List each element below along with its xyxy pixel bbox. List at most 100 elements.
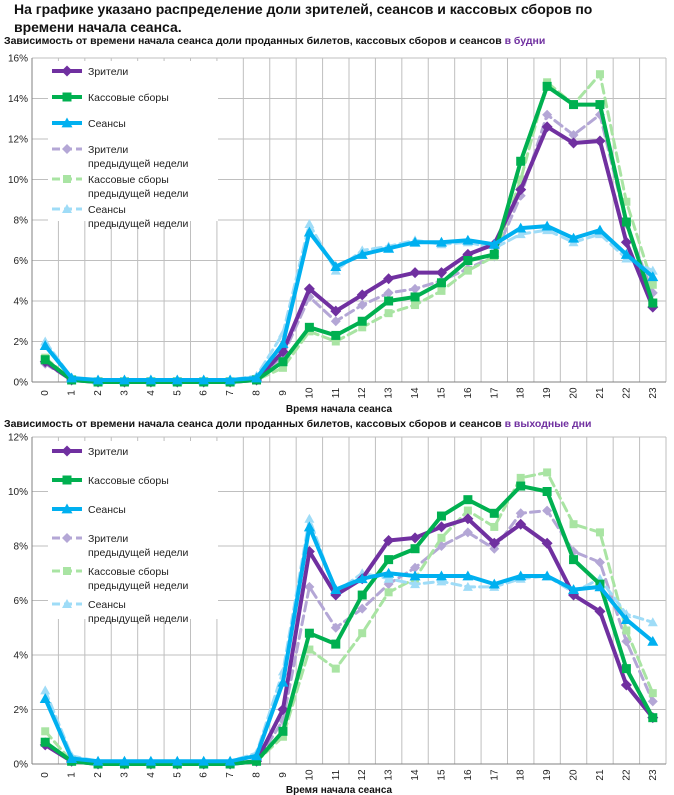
weekday-point-sessions: [356, 248, 368, 259]
page-title: На графике указано распределение доли зр…: [14, 1, 593, 35]
weekday-xtick-label: 23: [648, 387, 659, 399]
weekday-xtick-label: 21: [595, 387, 606, 399]
weekend-legend-label: Кассовые сборы предыдущей недели: [88, 566, 188, 592]
weekend-point-viewers_prev: [462, 527, 473, 538]
weekday-point-box_office_prev: [278, 363, 287, 372]
weekday-point-box_office: [489, 249, 499, 259]
weekday-point-viewers: [620, 236, 632, 248]
weekday-point-viewers: [383, 273, 395, 285]
weekend-point-viewers: [594, 605, 606, 617]
weekday-legend-marker: [62, 144, 72, 154]
weekend-point-viewers: [383, 535, 395, 547]
weekend-legend-marker: [63, 567, 71, 575]
weekend-point-box_office: [648, 713, 658, 723]
weekend-xtick-label: 7: [225, 772, 236, 778]
weekday-point-sessions: [515, 222, 527, 233]
weekend-ytick-label: 0%: [14, 760, 29, 771]
weekday-ytick-label: 10%: [8, 175, 28, 186]
weekend-point-viewers_prev: [594, 557, 605, 568]
weekend-point-viewers: [488, 537, 500, 549]
weekend-legend-marker: [61, 445, 73, 457]
weekday-xtick-label: 17: [489, 387, 500, 399]
weekend-point-viewers: [568, 589, 580, 601]
weekend-legend-marker: [62, 599, 72, 608]
weekend-point-sessions: [66, 753, 78, 763]
weekend-xtick-label: 9: [278, 772, 289, 778]
weekday-legend-label: Сеансы предыдущей недели: [88, 204, 188, 230]
weekday-chart: Зависимость от времени начала сеанса дол…: [4, 35, 667, 415]
weekend-point-sessions: [224, 755, 236, 766]
weekend-point-viewers: [462, 513, 474, 525]
weekday-xtick-label: 0: [40, 390, 51, 396]
weekday-point-box_office: [621, 217, 631, 227]
weekend-point-sessions: [568, 584, 580, 594]
weekday-point-sessions: [224, 374, 236, 385]
weekend-xtick-label: 3: [119, 772, 130, 778]
weekend-point-sessions: [383, 567, 395, 578]
weekday-point-sessions: [171, 374, 183, 385]
weekend-xtick-label: 17: [489, 769, 500, 781]
weekend-point-box_office_prev: [569, 520, 578, 529]
weekend-point-box_office: [621, 664, 631, 674]
weekend-point-box_office: [542, 487, 552, 496]
weekend-point-box_office_prev: [331, 664, 340, 673]
weekday-legend-item-box_office: Кассовые сборы: [52, 92, 169, 104]
weekday-xtick-label: 16: [463, 387, 474, 399]
weekday-point-viewers: [409, 267, 421, 279]
weekend-point-box_office: [252, 756, 262, 766]
weekend-point-box_office: [410, 544, 420, 554]
weekend-point-box_office_prev: [384, 588, 393, 597]
weekend-xtick-label: 21: [595, 769, 606, 781]
weekend-legend: Зрители Кассовые сборы Сеансы Зрители предыд…: [48, 441, 218, 625]
weekend-legend-label: Сеансы предыдущей недели: [88, 599, 188, 625]
weekend-chart: Зависимость от времени начала сеанса дол…: [4, 418, 667, 795]
weekend-point-sessions: [118, 755, 130, 766]
weekend-xtick-label: 5: [172, 772, 183, 778]
weekday-point-sessions: [251, 372, 263, 383]
weekend-xtick-label: 15: [436, 769, 447, 781]
weekend-legend-item-sessions: Сеансы: [52, 503, 126, 516]
weekday-legend-marker: [62, 204, 72, 213]
weekday-point-viewers: [303, 283, 315, 295]
weekend-xtick-label: 11: [331, 769, 342, 780]
weekend-xtick-label: 16: [463, 769, 474, 781]
weekday-xtick-label: 3: [119, 390, 130, 396]
weekday-point-sessions: [303, 226, 315, 237]
weekend-point-box_office_prev: [41, 727, 50, 736]
weekday-xtick-label: 9: [278, 390, 289, 396]
weekday-point-sessions: [39, 340, 51, 350]
weekday-point-sessions_prev: [304, 219, 315, 229]
weekend-point-box_office_prev: [278, 732, 287, 741]
weekday-point-box_office_prev: [437, 286, 446, 295]
weekend-point-viewers: [409, 532, 421, 544]
weekday-chart-title: Зависимость от времени начала сеанса дол…: [4, 35, 545, 47]
weekday-point-viewers: [515, 184, 527, 196]
weekday-legend-marker: [61, 65, 73, 77]
weekday-point-sessions: [462, 234, 474, 245]
weekend-point-viewers_prev: [410, 562, 421, 573]
weekday-point-sessions: [66, 372, 78, 383]
weekday-point-box_office: [516, 156, 526, 166]
weekday-point-box_office: [304, 322, 314, 332]
weekend-legend-item-box_office_prev: Кассовые сборы предыдущей недели: [52, 566, 188, 592]
weekday-point-sessions: [488, 238, 500, 249]
weekday-legend-item-viewers_prev: Зрители предыдущей недели: [52, 144, 188, 170]
weekday-xtick-label: 7: [225, 390, 236, 396]
weekend-point-sessions_prev: [436, 576, 447, 586]
weekend-point-sessions: [541, 570, 553, 581]
weekend-legend-bg: [48, 441, 218, 619]
weekday-legend-item-viewers: Зрители: [52, 65, 128, 78]
weekend-point-box_office_prev: [358, 629, 367, 638]
weekday-point-box_office_prev: [463, 266, 472, 275]
weekend-point-sessions: [330, 584, 342, 594]
weekend-xtick-label: 18: [516, 769, 527, 781]
weekday-point-viewers_prev: [383, 287, 394, 298]
weekend-legend-marker: [61, 503, 73, 514]
weekday-legend-marker: [63, 175, 71, 183]
weekday-point-sessions: [330, 261, 342, 271]
weekend-point-viewers: [435, 521, 447, 533]
weekend-point-sessions_prev: [304, 513, 315, 523]
weekday-ytick-label: 6%: [14, 256, 29, 267]
weekend-ytick-label: 8%: [14, 542, 29, 553]
weekend-point-viewers: [277, 704, 289, 715]
